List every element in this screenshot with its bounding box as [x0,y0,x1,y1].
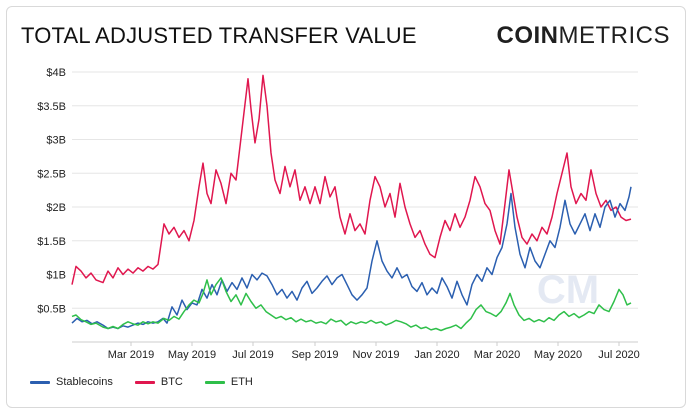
y-tick-label: $1.5B [37,236,66,248]
x-tick-label: Sep 2019 [291,349,338,361]
y-tick-label: $3.5B [37,101,66,113]
legend: Stablecoins BTC ETH [30,376,253,388]
y-tick-label: $3B [46,135,66,147]
logo-metrics-text: METRICS [558,22,670,49]
x-tick-label: Jul 2019 [232,349,274,361]
x-tick-label: Nov 2019 [352,349,399,361]
watermark-logo: CM [537,268,599,312]
y-tick-label: $2.5B [37,168,66,180]
coinmetrics-logo: COINMETRICS [497,22,671,50]
legend-label: Stablecoins [56,376,113,388]
x-tick-label: May 2020 [534,349,582,361]
series-line-eth [71,277,632,332]
legend-item-btc[interactable]: BTC [134,376,183,388]
legend-label: ETH [230,376,253,388]
legend-swatch [30,380,50,384]
y-tick-label: $0.5B [37,303,66,315]
x-tick-label: Jul 2020 [598,349,640,361]
logo-coin-text: COIN [496,22,559,49]
series-lines [71,74,632,332]
y-tick-label: $2B [46,202,66,214]
gridlines [72,71,638,343]
x-tick-label: Mar 2020 [474,349,520,361]
y-axis: $0.5B $1B $1.5B $2B $2.5B $3B $3.5B $4B [37,67,66,315]
series-line-stablecoins [71,186,632,330]
y-tick-label: $1B [46,270,66,282]
x-tick-label: May 2019 [168,349,216,361]
legend-item-stablecoins[interactable]: Stablecoins [30,376,113,388]
chart-title: TOTAL ADJUSTED TRANSFER VALUE [21,23,417,48]
legend-item-eth[interactable]: ETH [204,376,253,388]
x-tick-label: Mar 2019 [108,349,154,361]
series-line-btc [71,74,632,285]
legend-swatch [134,380,155,384]
x-tick-label: Jan 2020 [414,349,459,361]
legend-label: BTC [160,376,183,388]
legend-swatch [204,380,225,384]
x-axis: Mar 2019 May 2019 Jul 2019 Sep 2019 Nov 2019… [108,342,640,361]
y-tick-label: $4B [46,67,66,79]
